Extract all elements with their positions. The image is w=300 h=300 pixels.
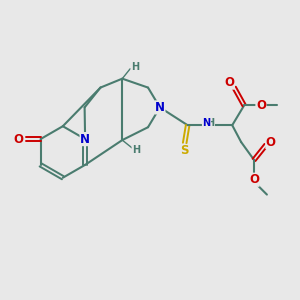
Text: O: O [249,173,259,186]
Text: N: N [202,118,211,128]
Text: N: N [80,133,90,146]
Text: O: O [14,133,24,146]
Text: O: O [224,76,234,89]
Text: O: O [266,136,276,148]
Text: O: O [256,99,266,112]
Text: H: H [132,145,140,155]
Text: H: H [131,62,139,72]
Text: H: H [206,118,214,128]
Text: N: N [155,101,165,114]
Text: S: S [180,145,189,158]
